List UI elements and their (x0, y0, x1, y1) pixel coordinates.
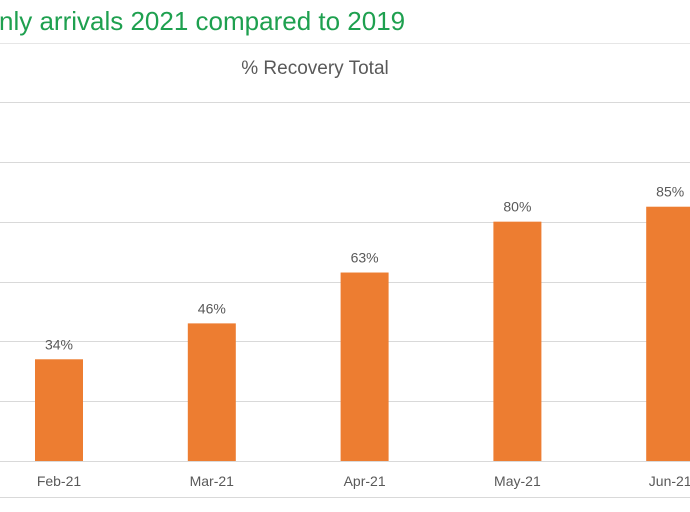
x-tick-label: May-21 (494, 473, 541, 489)
bar-apr-21 (340, 272, 389, 461)
chart-frame-bottom-border (0, 497, 690, 498)
x-tick-label: Jun-21 (649, 473, 690, 489)
data-label: 34% (45, 336, 73, 352)
bar-mar-21 (187, 323, 236, 461)
chart-title: % Recovery Total (241, 58, 389, 79)
bar-may-21 (493, 221, 542, 461)
x-tick-label: Feb-21 (37, 473, 82, 489)
data-label: 46% (198, 300, 226, 316)
bar-feb-21 (35, 359, 83, 461)
data-label: 80% (503, 199, 531, 215)
chart-frame-top-border (0, 43, 690, 44)
x-tick-label: Mar-21 (190, 473, 235, 489)
data-label: 63% (351, 250, 379, 266)
data-label: 85% (656, 184, 684, 200)
slide-heading: nly arrivals 2021 compared to 2019 (0, 6, 406, 36)
x-tick-label: Apr-21 (344, 473, 386, 489)
bar-jun-21 (646, 206, 690, 461)
